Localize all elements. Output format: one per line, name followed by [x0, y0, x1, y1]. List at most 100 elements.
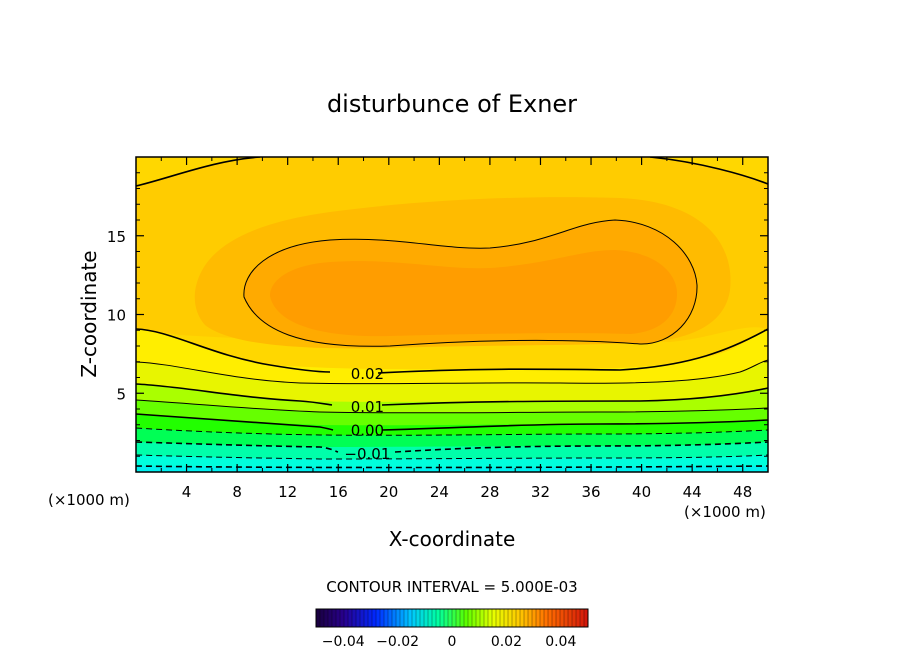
colorbar-segment [328, 609, 333, 627]
colorbar-segment [440, 609, 445, 627]
colorbar-tick-label: −0.02 [376, 634, 419, 650]
x-axis-ticks: 4 8 12 16 20 24 28 32 36 40 44 48 [160, 157, 752, 501]
x-axis-title: X-coordinate [389, 527, 516, 551]
colorbar-segment [336, 609, 341, 627]
colorbar-segment [456, 609, 461, 627]
colorbar-segment [476, 609, 481, 627]
colorbar-segment [376, 609, 381, 627]
colorbar-segment [380, 609, 385, 627]
colorbar-tick-label: 0.02 [491, 634, 522, 650]
x-tick-label: 8 [232, 483, 242, 501]
colorbar-segment [412, 609, 417, 627]
colorbar-segment [404, 609, 409, 627]
colorbar-segment [536, 609, 541, 627]
colorbar-segment [320, 609, 325, 627]
colorbar-segment [520, 609, 525, 627]
y-axis-ticks: 5 10 15 [107, 172, 768, 457]
colorbar-segment [584, 609, 589, 627]
colorbar-segment [564, 609, 569, 627]
colorbar-segment [532, 609, 537, 627]
colorbar-segment [496, 609, 501, 627]
colorbar-tick-label: 0.04 [545, 634, 576, 650]
x-tick-label: 40 [632, 483, 651, 501]
colorbar-segment [464, 609, 469, 627]
colorbar-segment [352, 609, 357, 627]
contour-line-neg0p020 [136, 465, 768, 469]
contour-line-neg0p015 [136, 454, 768, 460]
x-unit-label-left: (×1000 m) [48, 491, 130, 509]
colorbar-segment [480, 609, 485, 627]
colorbar-segment [416, 609, 421, 627]
y-axis-title: Z-coordinate [77, 250, 101, 377]
x-tick-label: 16 [329, 483, 348, 501]
colorbar-segment [400, 609, 405, 627]
colorbar-segment [544, 609, 549, 627]
colorbar-segment [428, 609, 433, 627]
colorbar-segment [568, 609, 573, 627]
x-tick-label: 48 [733, 483, 752, 501]
colorbar-frame [315, 608, 589, 628]
colorbar-segment [552, 609, 557, 627]
contour-interval-label: CONTOUR INTERVAL = 5.000E-03 [326, 578, 577, 596]
colorbar-segment [572, 609, 577, 627]
x-tick-label: 44 [683, 483, 702, 501]
contour-label-0p02: 0.02 [351, 365, 384, 383]
colorbar-segment [364, 609, 369, 627]
colorbar-tick-label: 0 [448, 634, 457, 650]
colorbar-segment [556, 609, 561, 627]
colorbar-segment [448, 609, 453, 627]
colorbar-segment [368, 609, 373, 627]
colorbar-tick-label: −0.04 [322, 634, 365, 650]
colorbar-segment [460, 609, 465, 627]
colorbar-segment [468, 609, 473, 627]
contour-label-0p01: 0.01 [351, 398, 384, 416]
colorbar-segment [424, 609, 429, 627]
colorbar-segment [452, 609, 457, 627]
contour-line-0p015 [136, 359, 768, 385]
colorbar-segment [504, 609, 509, 627]
colorbar-segment [396, 609, 401, 627]
contour-line-0p010 [136, 383, 768, 406]
contour-line-0p020 [136, 328, 768, 374]
colorbar-segment [444, 609, 449, 627]
colorbar-segment [488, 609, 493, 627]
x-tick-label: 28 [480, 483, 499, 501]
colorbar-segment [392, 609, 397, 627]
contour-line-0p000 [136, 413, 768, 431]
colorbar-segment [472, 609, 477, 627]
colorbar-segment [388, 609, 393, 627]
colorbar-segment [372, 609, 377, 627]
x-tick-label: 12 [278, 483, 297, 501]
x-tick-label: 24 [430, 483, 449, 501]
y-tick-label: 5 [116, 385, 126, 403]
chart-title: disturbunce of Exner [327, 90, 577, 118]
colorbar-segment [524, 609, 529, 627]
contour-line-layer [136, 157, 768, 469]
contour-line-0p030 [243, 219, 698, 347]
colorbar-segment [344, 609, 349, 627]
colorbar-segment [512, 609, 517, 627]
y-tick-label: 10 [107, 307, 126, 325]
x-tick-label: 36 [581, 483, 600, 501]
colorbar-segment [420, 609, 425, 627]
contour-line-0p005 [136, 399, 768, 414]
contour-label-0p00: 0.00 [351, 421, 384, 439]
colorbar-segment [508, 609, 513, 627]
fill-band-0p034 [270, 250, 678, 337]
y-tick-label: 15 [107, 228, 126, 246]
contour-line-neg0p010 [136, 441, 768, 453]
colorbar-segment [324, 609, 329, 627]
colorbar-segment [360, 609, 365, 627]
colorbar-segment [484, 609, 489, 627]
colorbar-segment [560, 609, 565, 627]
contour-label-neg0p01: −0.01 [344, 445, 390, 463]
colorbar-segment [576, 609, 581, 627]
colorbar-segment [528, 609, 533, 627]
colorbar-segment [516, 609, 521, 627]
colorbar-segment [492, 609, 497, 627]
colorbar-segment [548, 609, 553, 627]
x-unit-label-right: (×1000 m) [684, 503, 766, 521]
colorbar [315, 609, 589, 627]
x-tick-label: 4 [182, 483, 192, 501]
